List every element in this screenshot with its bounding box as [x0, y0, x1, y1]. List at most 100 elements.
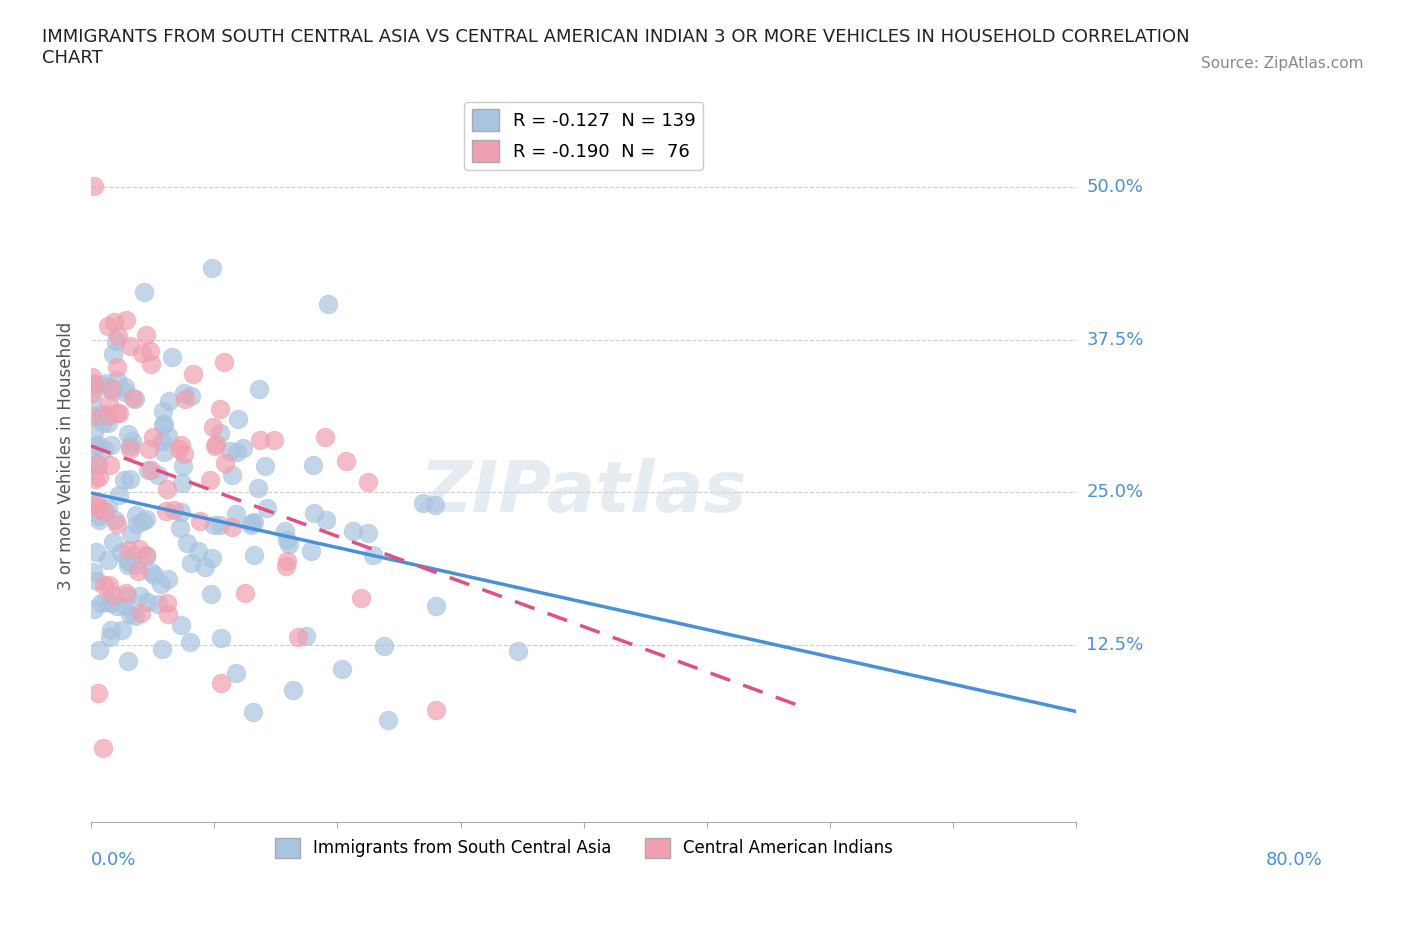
Point [97, 552, 120, 567]
Point [239, 517, 262, 532]
Point [83, 377, 105, 392]
Point [142, 430, 165, 445]
Point [117, 543, 139, 558]
Point [120, 339, 142, 353]
Point [139, 356, 162, 371]
Point [87, 501, 110, 516]
Point [105, 516, 128, 531]
Point [138, 442, 160, 457]
Point [357, 474, 380, 489]
Point [98, 458, 121, 472]
Point [173, 446, 195, 461]
Point [86, 457, 108, 472]
Point [83, 498, 105, 512]
Point [100, 623, 122, 638]
Point [162, 503, 184, 518]
Point [176, 536, 198, 551]
Point [94, 376, 117, 391]
Point [105, 359, 128, 374]
Point [180, 556, 202, 571]
Text: IMMIGRANTS FROM SOUTH CENTRAL ASIA VS CENTRAL AMERICAN INDIAN 3 OR MORE VEHICLES: IMMIGRANTS FROM SOUTH CENTRAL ASIA VS CE… [42, 28, 1189, 67]
Point [373, 639, 395, 654]
Point [100, 594, 122, 609]
Point [278, 537, 301, 551]
Point [93, 442, 115, 457]
Point [101, 588, 124, 603]
Point [170, 438, 193, 453]
Point [87, 470, 110, 485]
Point [152, 418, 174, 432]
Text: 0.0%: 0.0% [91, 851, 136, 870]
Point [243, 514, 266, 529]
Point [256, 500, 278, 515]
Point [295, 629, 318, 644]
Point [82, 386, 104, 401]
Point [87, 458, 110, 472]
Point [83, 377, 105, 392]
Point [97, 407, 120, 422]
Point [118, 554, 141, 569]
Y-axis label: 3 or more Vehicles in Household: 3 or more Vehicles in Household [58, 322, 75, 590]
Point [132, 513, 155, 528]
Point [157, 393, 180, 408]
Point [82, 408, 104, 423]
Point [276, 553, 298, 568]
Point [205, 437, 228, 452]
Point [170, 618, 193, 632]
Point [94, 595, 117, 610]
Point [412, 496, 434, 511]
Point [90, 596, 112, 611]
Point [225, 507, 247, 522]
Point [101, 535, 124, 550]
Point [253, 458, 276, 473]
Point [302, 506, 325, 521]
Point [202, 517, 225, 532]
Point [115, 589, 138, 604]
Point [139, 463, 162, 478]
Point [117, 426, 139, 441]
Point [155, 504, 177, 519]
Point [139, 343, 162, 358]
Point [153, 417, 176, 432]
Point [115, 551, 138, 566]
Point [180, 389, 202, 404]
Point [84, 545, 107, 560]
Point [240, 515, 263, 530]
Point [97, 501, 120, 516]
Point [156, 595, 179, 610]
Point [91, 740, 114, 755]
Point [93, 379, 115, 393]
Point [208, 518, 231, 533]
Point [170, 504, 193, 519]
Point [124, 392, 146, 406]
Point [104, 334, 127, 349]
Point [150, 434, 173, 449]
Point [100, 595, 122, 610]
Point [114, 599, 136, 614]
Point [246, 480, 269, 495]
Point [127, 564, 149, 578]
Point [249, 432, 271, 447]
Text: 37.5%: 37.5% [1087, 331, 1143, 349]
Point [179, 634, 201, 649]
Point [127, 517, 149, 532]
Point [101, 346, 124, 361]
Point [204, 438, 226, 453]
Point [335, 454, 357, 469]
Point [143, 567, 166, 582]
Point [208, 426, 231, 441]
Point [247, 381, 270, 396]
Point [83, 179, 105, 193]
Point [93, 409, 115, 424]
Point [316, 296, 339, 311]
Point [135, 327, 157, 342]
Point [274, 524, 297, 538]
Point [87, 513, 110, 528]
Point [187, 544, 209, 559]
Point [118, 439, 141, 454]
Point [226, 411, 249, 426]
Point [124, 608, 146, 623]
Point [315, 512, 337, 527]
Point [101, 383, 124, 398]
Point [120, 526, 142, 541]
